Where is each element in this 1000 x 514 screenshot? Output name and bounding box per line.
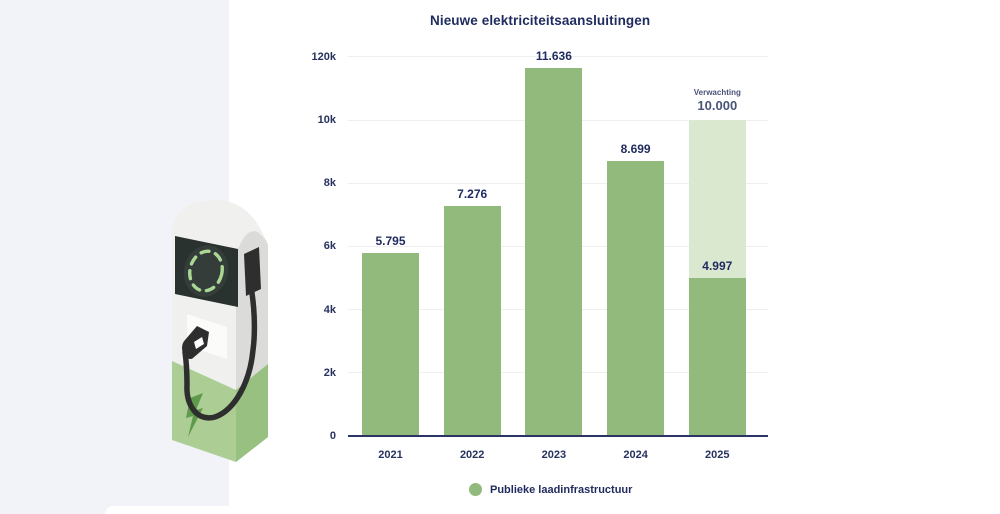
bar-value-label-2024: 8.699 bbox=[620, 142, 651, 157]
bar-2025 bbox=[688, 278, 746, 436]
y-axis-tick-label-10k: 10k bbox=[317, 114, 336, 127]
legend: Publieke laadinfrastructuur bbox=[469, 483, 632, 496]
legend-label: Publieke laadinfrastructuur bbox=[490, 483, 633, 496]
bar-2023 bbox=[525, 68, 583, 436]
x-axis-label-2025: 2025 bbox=[705, 449, 730, 461]
y-axis-tick-label-6k: 6k bbox=[323, 240, 336, 253]
cable-holder bbox=[244, 247, 261, 296]
bar-2022 bbox=[443, 206, 501, 436]
x-axis-label-2023: 2023 bbox=[541, 449, 567, 461]
ev-charging-station-illustration bbox=[172, 200, 268, 462]
legend-swatch-circle bbox=[469, 483, 482, 496]
x-axis-line bbox=[348, 435, 768, 437]
bar-value-label-2023: 11.636 bbox=[535, 49, 572, 64]
expectation-annotation: Verwachting 10.000 bbox=[667, 88, 767, 114]
chart-title: Nieuwe elektriciteitsaansluitingen bbox=[430, 13, 651, 28]
gridline-120k bbox=[348, 56, 768, 58]
y-axis-tick-label-2k: 2k bbox=[323, 366, 336, 379]
y-axis-tick-label-0: 0 bbox=[329, 430, 336, 442]
expectation-value: 10.000 bbox=[697, 98, 738, 114]
y-axis-tick-label-120k: 120k bbox=[311, 50, 336, 63]
screen-dashed-ring bbox=[188, 249, 224, 293]
y-axis-tick-label-8k: 8k bbox=[323, 177, 336, 190]
panel-corner-notch bbox=[105, 506, 229, 514]
bar-value-label-2021: 5.795 bbox=[375, 233, 406, 248]
bar-2021 bbox=[362, 252, 419, 436]
x-axis-label-2021: 2021 bbox=[378, 449, 403, 461]
bar-2024 bbox=[607, 161, 665, 436]
charging-cable bbox=[182, 290, 258, 421]
x-axis-label-2022: 2022 bbox=[459, 449, 485, 461]
expectation-title: Verwachting bbox=[693, 88, 741, 98]
x-axis-label-2024: 2024 bbox=[623, 449, 648, 461]
y-axis-tick-label-4k: 4k bbox=[323, 303, 336, 316]
bar-value-label-2025: 4.997 bbox=[702, 259, 733, 274]
plug-highlight bbox=[194, 337, 204, 349]
bar-value-label-2022: 7.276 bbox=[457, 187, 488, 202]
